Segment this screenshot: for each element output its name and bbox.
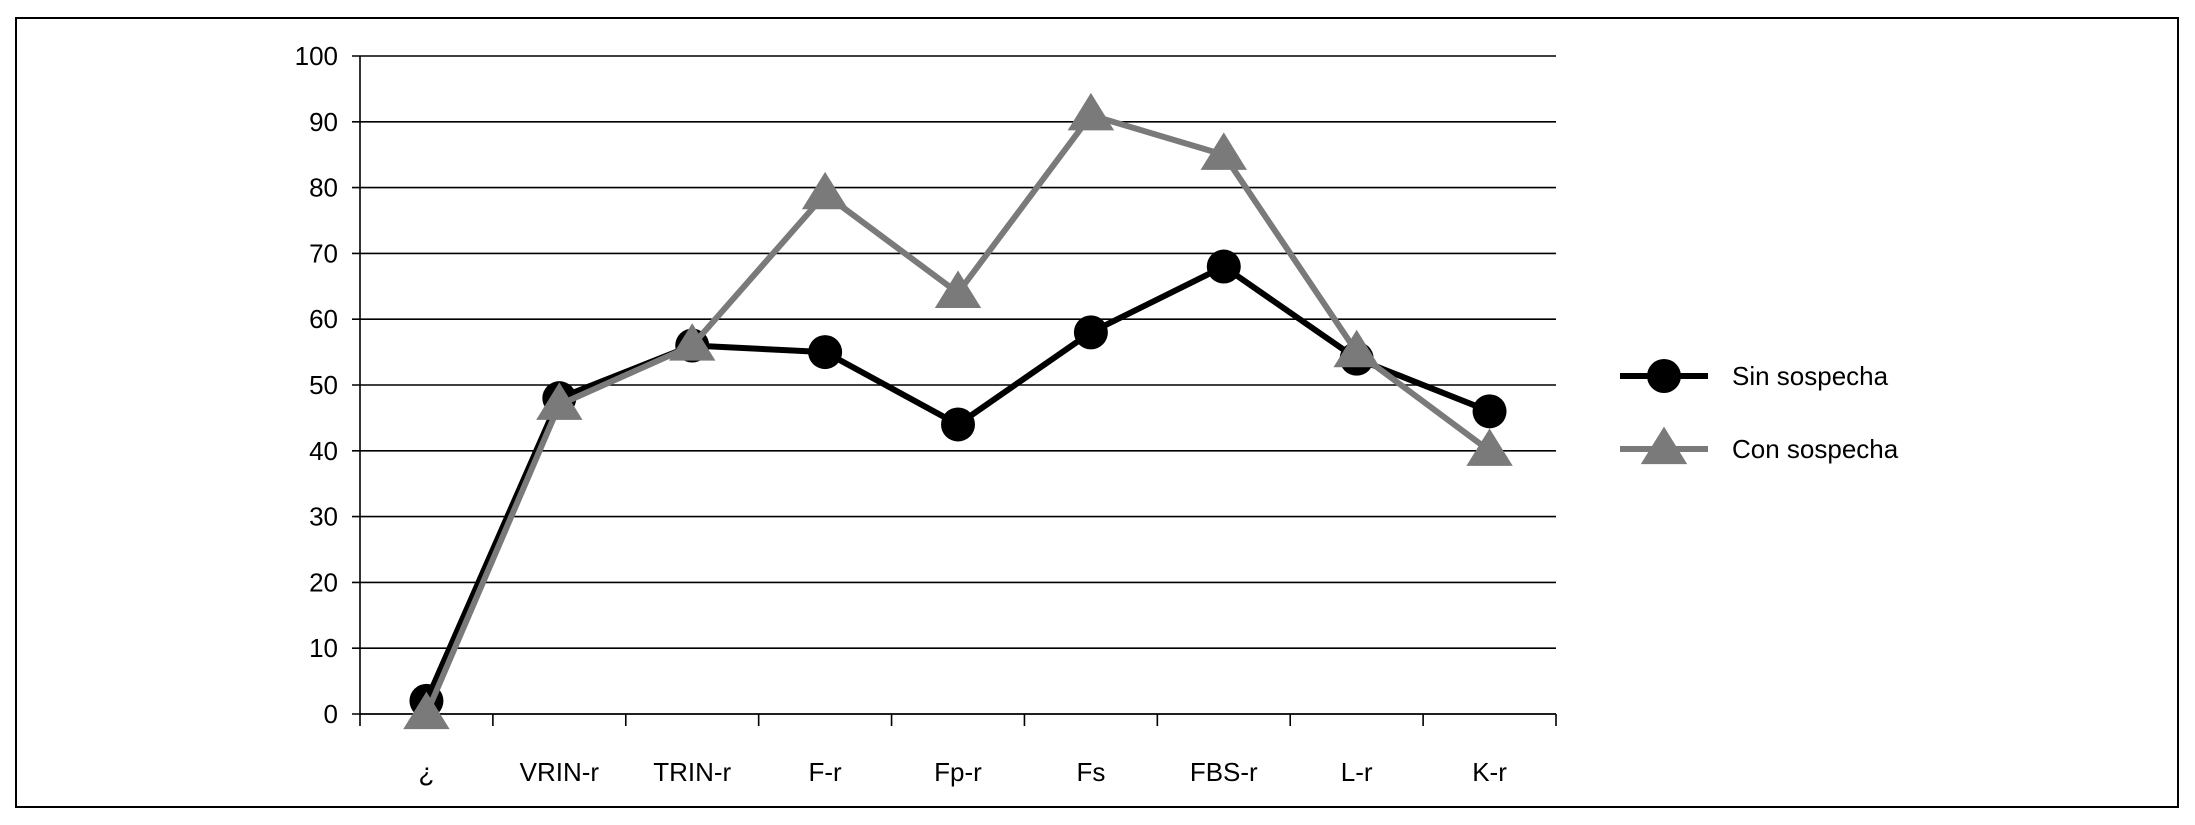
legend: Sin sospecha Con sospecha bbox=[1620, 359, 1899, 465]
y-tick-label-90: 90 bbox=[309, 107, 338, 137]
x-tick-label-2: TRIN-r bbox=[653, 757, 731, 787]
legend-item-0: Sin sospecha bbox=[1620, 359, 1889, 393]
x-tick-labels: ¿ VRIN-r TRIN-r F-r Fp-r Fs FBS-r L-r K-r bbox=[418, 757, 1507, 787]
x-tick-label-1: VRIN-r bbox=[520, 757, 600, 787]
y-tick-label-100: 100 bbox=[295, 41, 338, 71]
series bbox=[403, 92, 1513, 730]
x-tick-label-7: L-r bbox=[1341, 757, 1373, 787]
y-tick-label-30: 30 bbox=[309, 502, 338, 532]
y-tick-label-80: 80 bbox=[309, 173, 338, 203]
legend-marker-0 bbox=[1647, 359, 1681, 393]
data-point-1-4 bbox=[934, 270, 982, 308]
grid-lines bbox=[352, 55, 1556, 715]
x-tick-label-4: Fp-r bbox=[934, 757, 982, 787]
chart-frame bbox=[15, 17, 2179, 808]
y-tick-labels: 0 10 20 30 40 50 60 70 80 90 100 bbox=[295, 41, 338, 729]
data-point-0-3 bbox=[808, 335, 843, 370]
data-point-1-1 bbox=[536, 382, 583, 420]
data-point-1-5 bbox=[1067, 92, 1115, 131]
x-tick-label-5: Fs bbox=[1076, 757, 1105, 787]
y-tick-label-70: 70 bbox=[309, 238, 338, 268]
x-tick-label-0: ¿ bbox=[418, 757, 434, 787]
legend-marker-1 bbox=[1640, 426, 1688, 465]
y-tick-label-60: 60 bbox=[309, 304, 338, 334]
x-tick-label-3: F-r bbox=[809, 757, 843, 787]
y-tick-label-10: 10 bbox=[309, 633, 338, 663]
data-point-0-4 bbox=[941, 407, 975, 442]
series-line-0 bbox=[423, 263, 1491, 703]
data-point-1-7 bbox=[1333, 329, 1380, 368]
y-tick-label-20: 20 bbox=[309, 567, 338, 597]
data-point-1-8 bbox=[1466, 428, 1513, 466]
data-point-1-6 bbox=[1200, 132, 1247, 170]
data-point-0-8 bbox=[1472, 394, 1507, 429]
legend-label-1: Con sospecha bbox=[1732, 434, 1899, 464]
data-point-0-6 bbox=[1206, 249, 1241, 284]
y-tick-label-40: 40 bbox=[309, 436, 338, 466]
axes bbox=[359, 56, 1557, 726]
legend-label-0: Sin sospecha bbox=[1732, 361, 1889, 391]
legend-item-1: Con sospecha bbox=[1620, 426, 1899, 465]
data-point-1-0 bbox=[403, 691, 450, 730]
y-tick-label-0: 0 bbox=[324, 699, 338, 729]
series-1 bbox=[403, 92, 1513, 730]
x-tick-label-8: K-r bbox=[1472, 757, 1507, 787]
x-tick-label-6: FBS-r bbox=[1190, 757, 1258, 787]
data-point-1-3 bbox=[801, 171, 849, 210]
data-point-1-2 bbox=[669, 323, 716, 361]
data-point-0-5 bbox=[1073, 315, 1108, 350]
y-tick-label-50: 50 bbox=[309, 370, 338, 400]
